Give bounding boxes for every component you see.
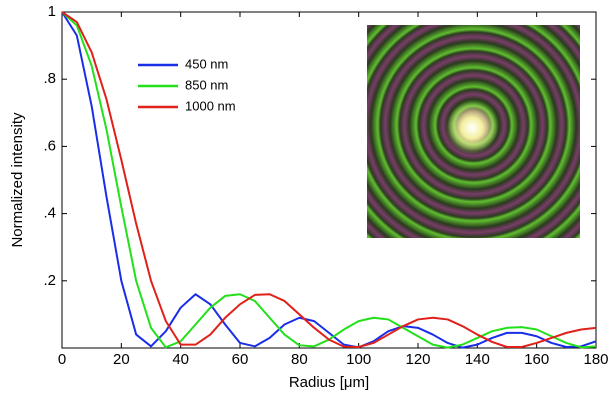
x-tick-label: 60	[232, 351, 249, 368]
y-tick-label: .2	[43, 272, 56, 289]
legend-label: 450 nm	[185, 56, 228, 71]
inset-core	[446, 102, 498, 154]
x-tick-label: 40	[172, 351, 189, 368]
line-series	[61, 11, 597, 349]
x-axis-label: Radius [μm]	[289, 374, 369, 391]
y-tick-label: 1	[48, 3, 56, 20]
line-series	[61, 11, 597, 348]
x-tick-label: 0	[58, 351, 66, 368]
plot-frame	[61, 11, 597, 349]
x-tick-label: 140	[465, 351, 490, 368]
x-tick-label: 100	[346, 351, 371, 368]
x-tick-label: 120	[405, 351, 430, 368]
legend: 450 nm 850 nm 1000 nm	[138, 56, 236, 113]
x-tick-label: 80	[291, 351, 308, 368]
x-tick-label: 20	[113, 351, 130, 368]
y-tick-label: .6	[43, 137, 56, 154]
y-tick-label: .4	[43, 205, 56, 222]
legend-label: 1000 nm	[185, 98, 236, 113]
y-axis-label: Normalized intensity	[9, 112, 26, 248]
y-tick-label: .8	[43, 70, 56, 87]
legend-label: 850 nm	[185, 77, 228, 92]
x-tick-label: 180	[583, 351, 608, 368]
x-tick-label: 160	[524, 351, 549, 368]
